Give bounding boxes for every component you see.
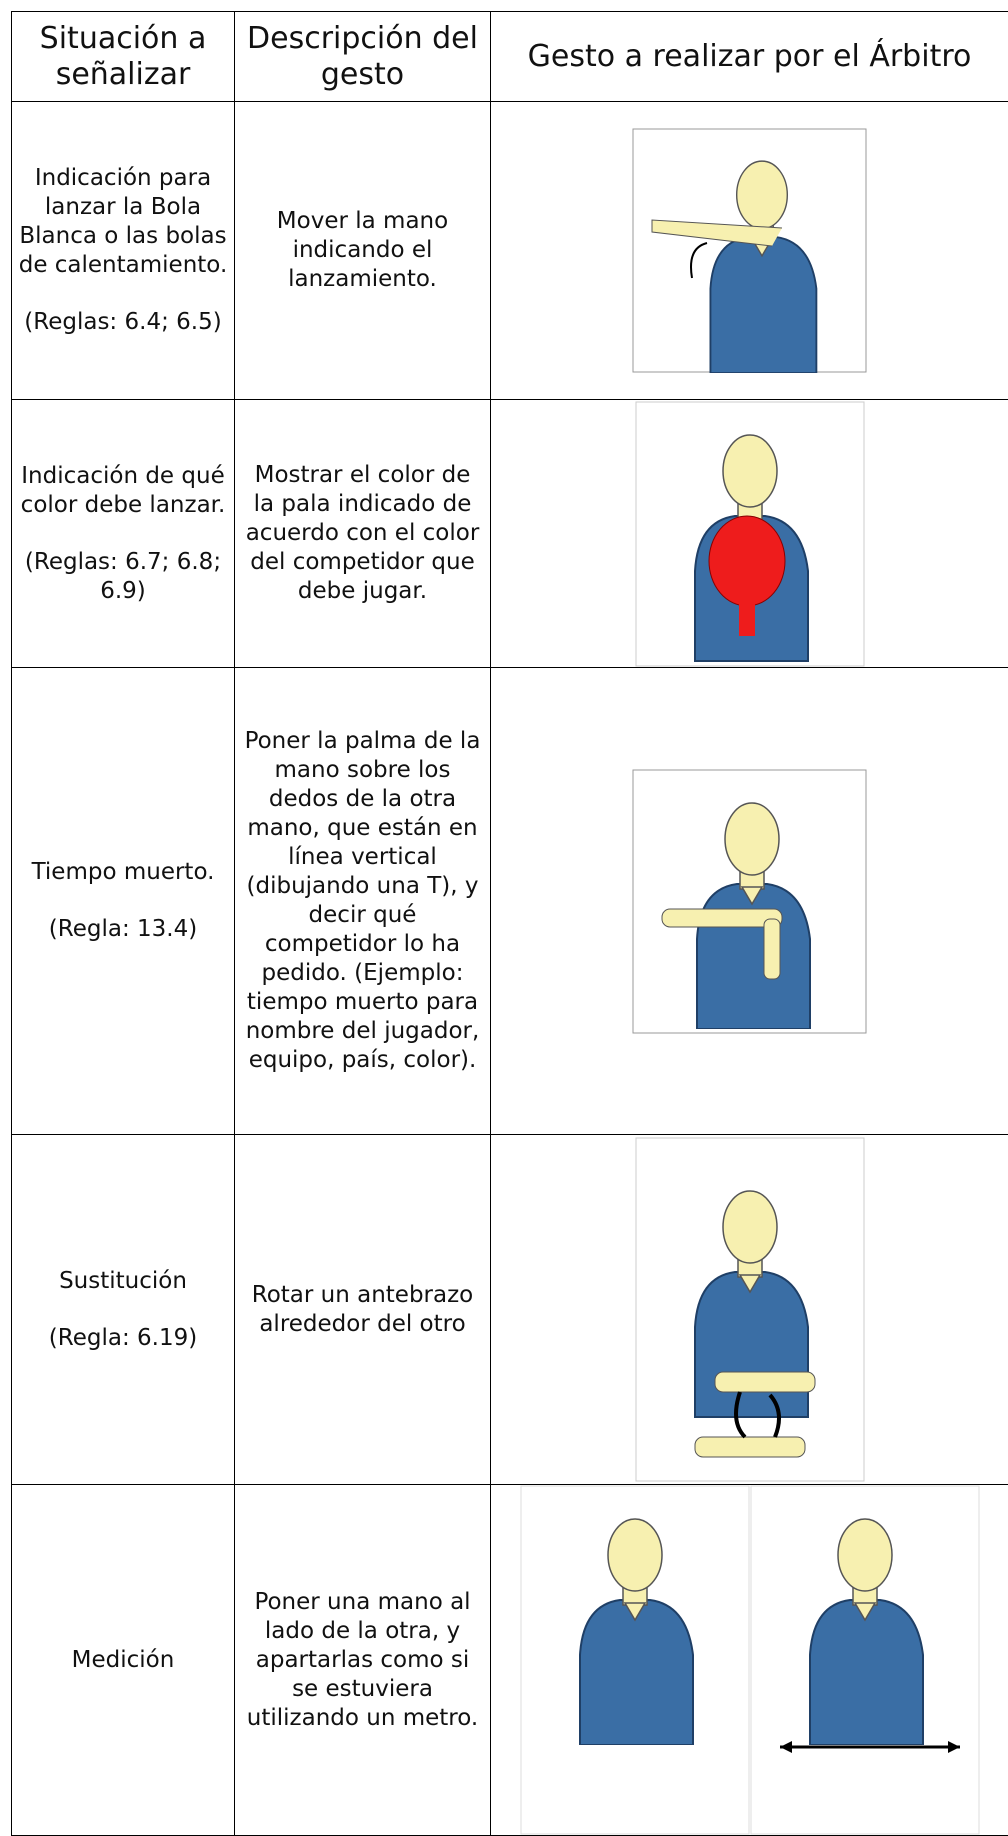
rule: (Regla: 13.4) bbox=[18, 915, 228, 944]
row: Medición Poner una mano al lado de la ot… bbox=[12, 1485, 1008, 1836]
description: Rotar un antebrazo alrededor del otro bbox=[235, 1135, 491, 1485]
situation: Indicación de qué color debe lanzar. bbox=[18, 462, 228, 520]
description: Poner la palma de la mano sobre los dedo… bbox=[235, 668, 491, 1135]
gesture-image bbox=[520, 1485, 980, 1835]
gesture-image bbox=[632, 128, 867, 373]
description: Mostrar el color de la pala indicado de … bbox=[235, 400, 491, 668]
situation-cell: Indicación de qué color debe lanzar. (Reg… bbox=[12, 400, 235, 668]
situation-cell: Tiempo muerto. (Regla: 13.4) bbox=[12, 668, 235, 1135]
row: Indicación de qué color debe lanzar. (Reg… bbox=[12, 400, 1008, 668]
header-cell: Gesto a realizar por el Árbitro bbox=[491, 12, 1008, 102]
image-cell bbox=[491, 1485, 1008, 1836]
image-cell bbox=[491, 668, 1008, 1135]
page: Situación a señalizar Descripción del ge… bbox=[0, 0, 1008, 1744]
gesture-image bbox=[635, 1137, 865, 1482]
image-cell bbox=[491, 102, 1008, 400]
header-cell: Descripción del gesto bbox=[235, 12, 491, 102]
situation: Medición bbox=[18, 1646, 228, 1675]
situation: Sustitución bbox=[18, 1267, 228, 1296]
gesture-image bbox=[632, 769, 867, 1034]
row: Indicación para lanzar la Bola Blanca o … bbox=[12, 102, 1008, 400]
rule: (Regla: 6.19) bbox=[18, 1324, 228, 1353]
situation: Tiempo muerto. bbox=[18, 858, 228, 887]
description: Mover la mano indicando el lanzamiento. bbox=[235, 102, 491, 400]
row: Tiempo muerto. (Regla: 13.4) Poner la pal… bbox=[12, 668, 1008, 1135]
situation-cell: Sustitución (Regla: 6.19) bbox=[12, 1135, 235, 1485]
row: Sustitución (Regla: 6.19) Rotar un antebr… bbox=[12, 1135, 1008, 1485]
description: Poner una mano al lado de la otra, y apa… bbox=[235, 1485, 491, 1836]
gesture-image bbox=[635, 401, 865, 667]
image-cell bbox=[491, 1135, 1008, 1485]
rule: (Reglas: 6.4; 6.5) bbox=[18, 308, 228, 337]
header-cell: Situación a señalizar bbox=[12, 12, 235, 102]
image-cell bbox=[491, 400, 1008, 668]
situation-cell: Indicación para lanzar la Bola Blanca o … bbox=[12, 102, 235, 400]
rule: (Reglas: 6.7; 6.8; 6.9) bbox=[18, 548, 228, 606]
header-row: Situación a señalizar Descripción del ge… bbox=[12, 12, 1008, 102]
situation: Indicación para lanzar la Bola Blanca o … bbox=[18, 164, 228, 280]
situation-cell: Medición bbox=[12, 1485, 235, 1836]
gesture-table: Situación a señalizar Descripción del ge… bbox=[11, 11, 1008, 1836]
